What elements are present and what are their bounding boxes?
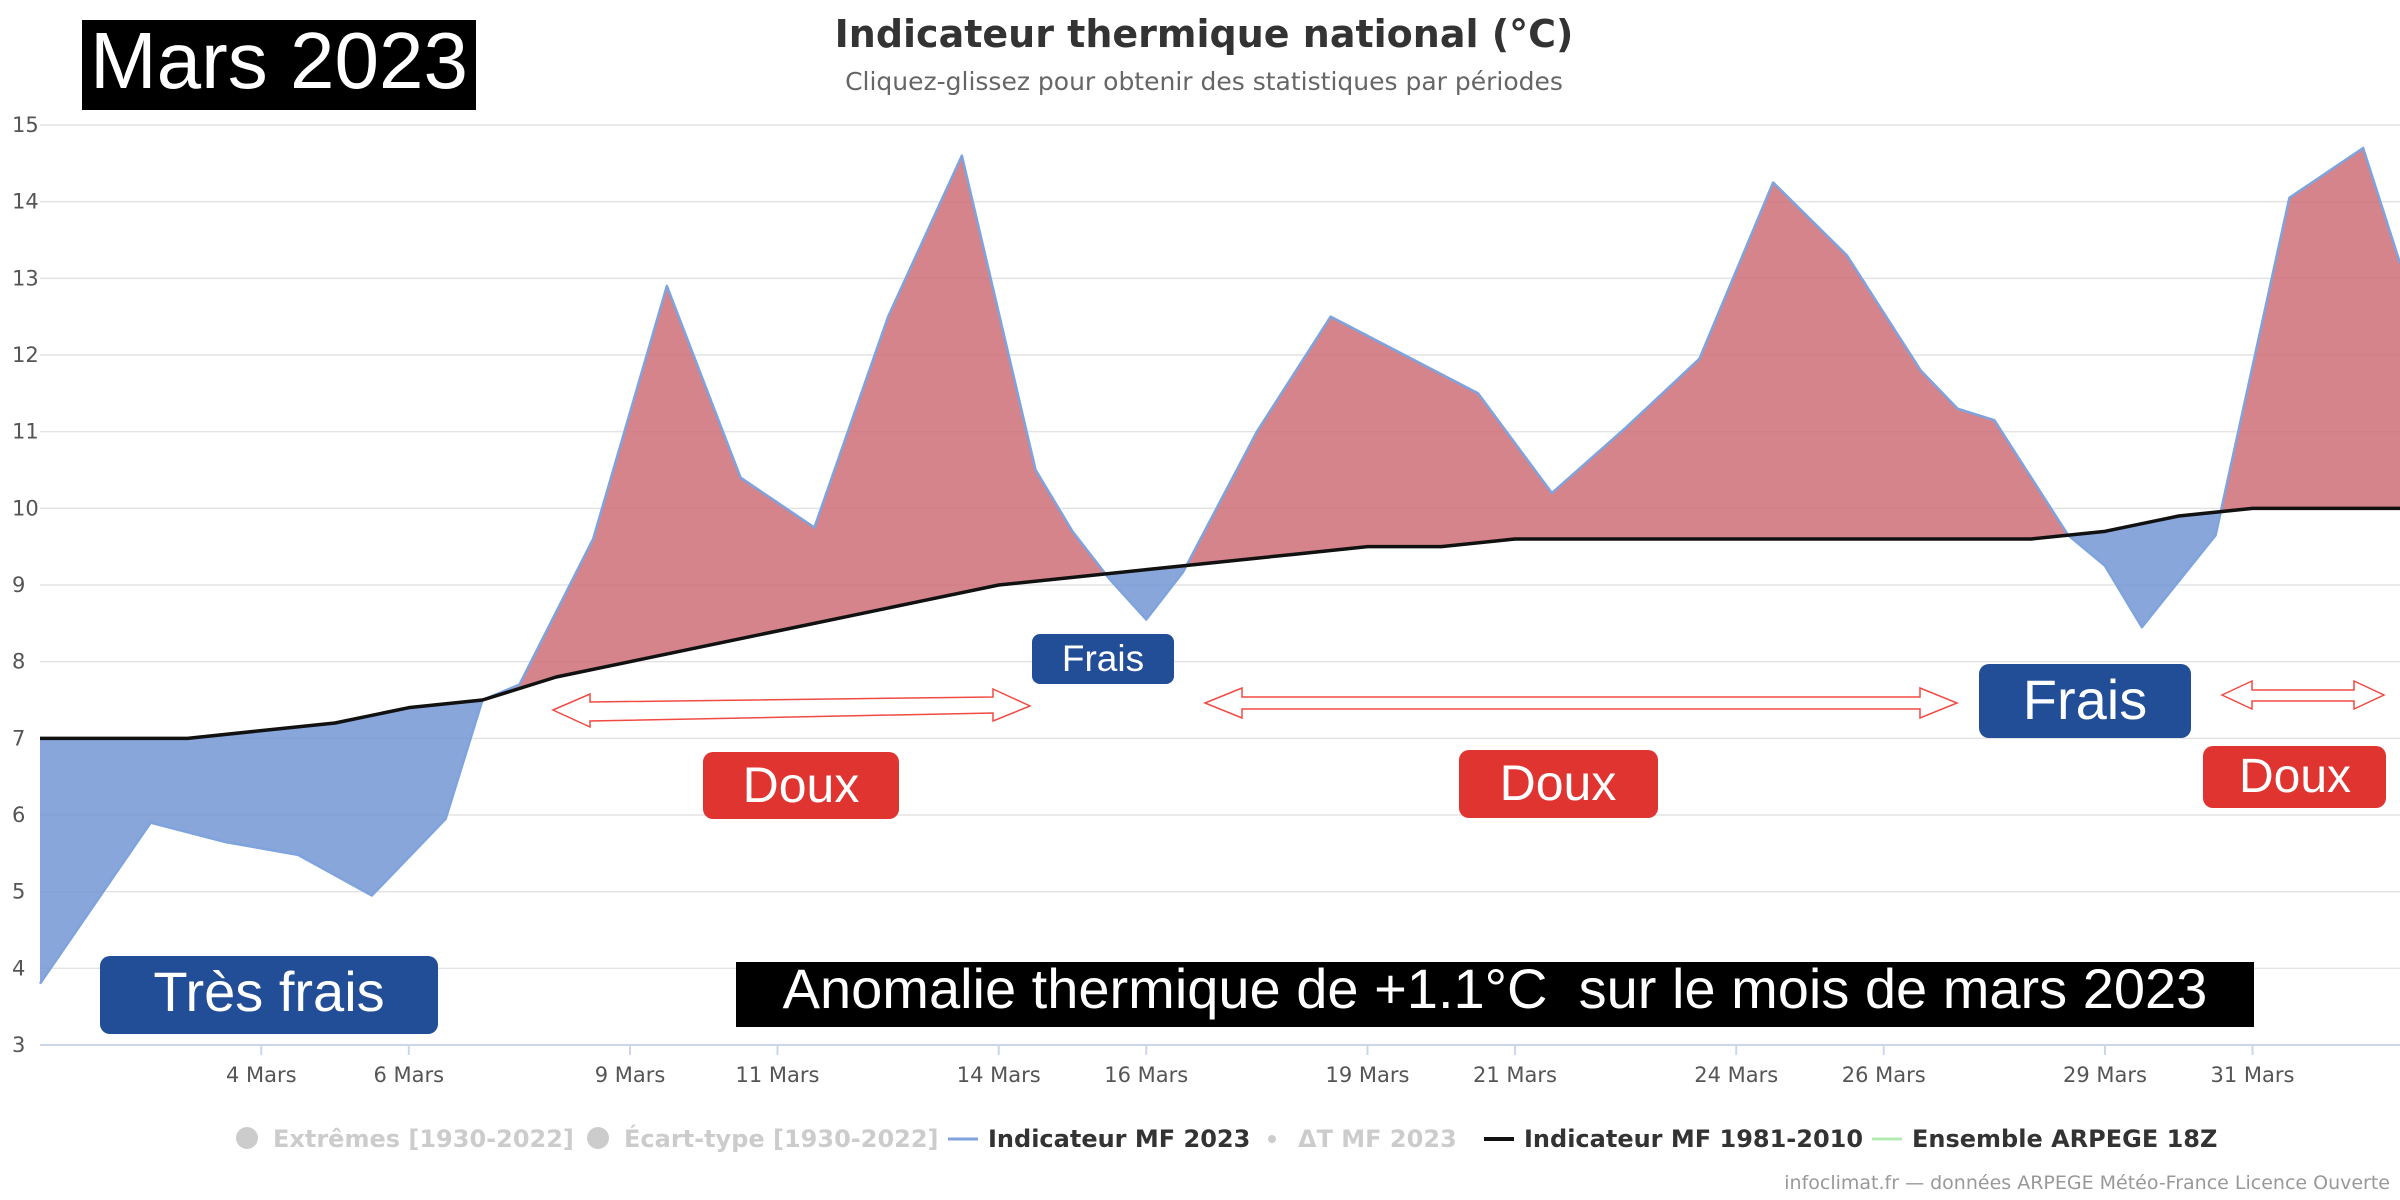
legend-label: Extrêmes [1930-2022] — [273, 1125, 574, 1153]
y-tick-label: 9 — [12, 573, 25, 597]
x-tick-label: 21 Mars — [1473, 1063, 1557, 1087]
series-lines — [38, 146, 2400, 985]
legend-item-indicateur-2023[interactable]: Indicateur MF 2023 — [948, 1125, 1250, 1153]
y-axis: 3 4 5 6 7 8 9 10 11 12 13 14 15 — [12, 113, 39, 1057]
period-arrow — [551, 687, 1032, 729]
annotation-frais: Frais — [1062, 638, 1144, 679]
warm-anomaly-area — [1186, 182, 2069, 566]
annotation-badge-bg — [2203, 746, 2386, 808]
y-tick-label: 7 — [12, 726, 25, 750]
y-tick-label: 15 — [12, 113, 39, 137]
annotation-doux: Doux — [1500, 755, 1617, 811]
period-arrow — [1203, 686, 1959, 720]
x-tick-label: 26 Mars — [1842, 1063, 1926, 1087]
y-tick-label: 14 — [12, 190, 39, 214]
series-line-indicateur-2023[interactable] — [38, 146, 2400, 985]
annotation-doux: Doux — [2239, 750, 2351, 803]
cold-anomaly-area — [1105, 565, 1187, 620]
annotation-layer: Très frais Doux Frais Doux Frais Doux An… — [100, 634, 2386, 1034]
legend-item-delta-t[interactable]: ΔT MF 2023 — [1268, 1125, 1457, 1153]
chart-subtitle: Cliquez-glissez pour obtenir des statist… — [845, 67, 1563, 96]
x-tick-label: 19 Mars — [1326, 1063, 1410, 1087]
circle-icon — [236, 1127, 258, 1149]
y-tick-label: 13 — [12, 266, 39, 290]
x-tick-label: 11 Mars — [736, 1063, 820, 1087]
cold-anomaly-area — [40, 700, 483, 984]
x-tick-label: 16 Mars — [1104, 1063, 1188, 1087]
anomaly-banner: Anomalie thermique de +1.1°C sur le mois… — [783, 957, 2208, 1020]
legend-item-arpege[interactable]: Ensemble ARPEGE 18Z — [1872, 1125, 2217, 1153]
legend-label: Ensemble ARPEGE 18Z — [1912, 1125, 2217, 1153]
x-tick-label: 6 Mars — [373, 1063, 444, 1087]
y-tick-label: 8 — [12, 650, 25, 674]
y-tick-label: 3 — [12, 1033, 25, 1057]
circle-icon — [587, 1127, 609, 1149]
month-badge-box — [82, 20, 476, 110]
annotation-badge-bg — [703, 752, 899, 819]
dot-icon — [1268, 1135, 1276, 1143]
anomaly-banner-bg — [736, 962, 2254, 1027]
annotation-tres-frais: Très frais — [153, 960, 384, 1023]
legend-label: Indicateur MF 2023 — [988, 1125, 1250, 1153]
x-tick-label: 9 Mars — [595, 1063, 666, 1087]
y-tick-label: 5 — [12, 880, 25, 904]
legend-label: Écart-type [1930-2022] — [624, 1124, 939, 1153]
annotation-badge-bg — [1032, 634, 1174, 684]
annotation-frais: Frais — [2023, 668, 2147, 731]
x-tick-label: 31 Mars — [2211, 1063, 2295, 1087]
warm-anomaly-area — [482, 155, 1106, 700]
annotation-badge-bg — [100, 956, 438, 1034]
x-tick-label: 4 Mars — [226, 1063, 297, 1087]
annotation-badge-bg — [1459, 750, 1658, 818]
x-axis: 4 Mars 6 Mars 9 Mars 11 Mars 14 Mars 16 Mars 1… — [40, 1044, 2400, 1087]
y-tick-label: 10 — [12, 496, 39, 520]
credits[interactable]: infoclimat.fr — données ARPEGE Météo-Fra… — [1784, 1172, 2390, 1194]
legend-label: Indicateur MF 1981-2010 — [1524, 1125, 1863, 1153]
x-tick-label: 24 Mars — [1694, 1063, 1778, 1087]
y-tick-label: 4 — [12, 956, 25, 980]
y-tick-label: 12 — [12, 343, 39, 367]
chart-title: Indicateur thermique national (°C) — [835, 12, 1574, 56]
cold-anomaly-area — [2068, 511, 2221, 628]
warm-anomaly-area — [2220, 148, 2400, 512]
month-badge: Mars 2023 — [90, 16, 468, 105]
x-tick-label: 14 Mars — [957, 1063, 1041, 1087]
annotation-doux: Doux — [743, 757, 860, 813]
legend[interactable]: Extrêmes [1930-2022] Écart-type [1930-20… — [236, 1124, 2217, 1153]
period-arrow — [2220, 679, 2386, 711]
grid-lines — [40, 124, 2400, 1046]
x-tick-label: 29 Mars — [2063, 1063, 2147, 1087]
annotation-badge-bg — [1979, 664, 2191, 738]
anomaly-areas — [40, 148, 2400, 984]
legend-item-extremes[interactable]: Extrêmes [1930-2022] — [236, 1125, 574, 1153]
y-tick-label: 11 — [12, 420, 39, 444]
legend-item-ecart-type[interactable]: Écart-type [1930-2022] — [587, 1124, 939, 1153]
y-tick-label: 6 — [12, 803, 25, 827]
legend-item-indicateur-1981-2010[interactable]: Indicateur MF 1981-2010 — [1484, 1125, 1863, 1153]
series-line-normale-1981-2010[interactable] — [40, 506, 2400, 741]
legend-label: ΔT MF 2023 — [1298, 1125, 1457, 1153]
